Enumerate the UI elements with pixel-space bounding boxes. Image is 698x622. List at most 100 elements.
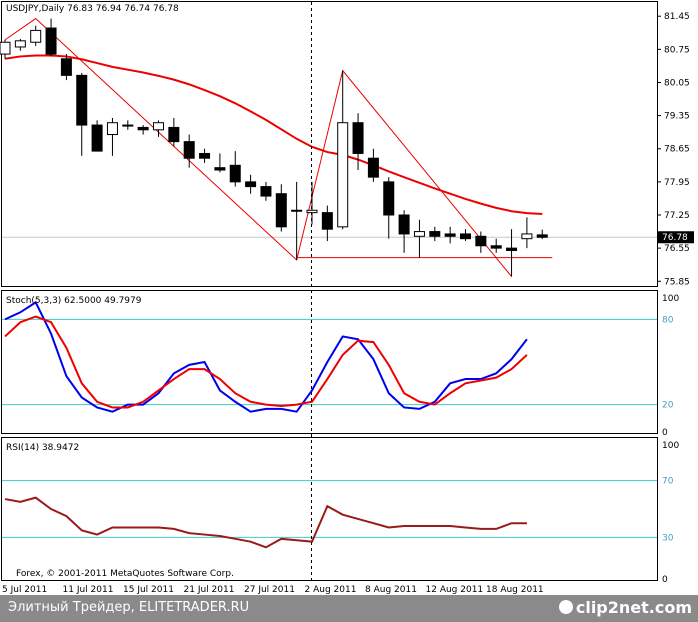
stoch-series-line — [4, 315, 528, 409]
stoch-series-line — [4, 300, 528, 413]
rsi-panel-frame — [1, 437, 658, 581]
clip2net-watermark: clip2net.com — [558, 598, 692, 617]
candle-body — [429, 231, 441, 237]
candle-body — [521, 233, 533, 240]
candle — [490, 238, 502, 253]
candle — [367, 148, 379, 182]
candle-body — [337, 122, 349, 228]
candle — [413, 219, 425, 258]
rsi-level-label: 70 — [662, 477, 674, 487]
chart-area[interactable]: 81.45 80.75 80.05 79.35 78.65 77.95 77.25 76.55… — [0, 0, 698, 595]
date-tick-label: 5 Jul 2011 — [2, 585, 47, 595]
candle-body — [490, 245, 502, 249]
candle — [398, 210, 410, 253]
price-tick-label: 77.25 — [664, 211, 690, 221]
candle — [60, 54, 72, 81]
price-tick-label: 79.35 — [664, 112, 690, 122]
candle-body — [60, 58, 72, 76]
candle-body — [76, 74, 88, 126]
candle-body — [367, 157, 379, 178]
rsi-level-label: 30 — [662, 533, 674, 543]
candle — [0, 39, 11, 59]
date-tick-label: 21 Jul 2011 — [184, 585, 235, 595]
stochastic-chart — [2, 300, 657, 413]
candle — [199, 148, 211, 163]
candle-body — [214, 167, 226, 171]
candle — [521, 217, 533, 249]
footer-bar: Элитный Трейдер, ELITETRADER.RU clip2net… — [0, 595, 698, 622]
candle — [352, 113, 364, 171]
candle — [122, 120, 134, 130]
candle-body — [321, 212, 333, 230]
price-chart-title: USDJPY,Daily 76.83 76.94 76.74 76.78 — [6, 4, 179, 14]
date-tick-label: 11 Jul 2011 — [63, 585, 114, 595]
rsi-chart-title: RSI(14) 38.9472 — [6, 443, 79, 453]
current-price-badge — [658, 231, 694, 244]
candle — [153, 120, 164, 137]
candle — [91, 120, 103, 152]
candle-body — [229, 164, 241, 183]
clip2net-logo-icon — [558, 600, 573, 614]
candle-body — [398, 214, 410, 235]
candle-body — [444, 233, 456, 237]
date-tick-label: 15 Jul 2011 — [123, 585, 174, 595]
candle-body — [260, 186, 272, 197]
candle — [137, 125, 149, 135]
candle — [245, 174, 257, 194]
price-panel-frame — [1, 1, 658, 287]
candle-body — [0, 41, 11, 55]
candle-body — [383, 181, 395, 216]
candle — [214, 153, 226, 173]
date-tick-label: 27 Jul 2011 — [244, 585, 295, 595]
rsi-chart — [2, 480, 657, 549]
watermark-text: clip2net.com — [575, 598, 692, 617]
candle-body — [122, 124, 134, 127]
stoch-axis-max-label: 100 — [662, 294, 679, 304]
stoch-level-label: 20 — [662, 401, 674, 411]
rsi-series-line — [4, 496, 527, 549]
date-tick-label: 12 Aug 2011 — [426, 585, 484, 595]
axes: 81.45 80.75 80.05 79.35 78.65 77.95 77.25 76.55… — [2, 2, 694, 595]
copyright-text: Forex, © 2001-2011 MetaQuotes Software C… — [16, 569, 234, 579]
candle — [506, 229, 518, 277]
candle — [45, 18, 57, 57]
date-tick-label: 8 Aug 2011 — [365, 585, 417, 595]
rsi-axis-min-label: 0 — [662, 575, 668, 585]
price-tick-label: 78.65 — [664, 145, 690, 155]
stoch-axis-min-label: 0 — [662, 428, 668, 438]
candle-body — [413, 231, 425, 237]
stoch-level-label: 80 — [662, 315, 674, 325]
rsi-axis-max-label: 100 — [662, 441, 679, 451]
candle-body — [153, 122, 164, 131]
candle — [291, 181, 303, 260]
candle-body — [30, 29, 42, 43]
candle — [321, 205, 333, 242]
candle-body — [275, 193, 287, 228]
date-tick-label: 18 Aug 2011 — [486, 585, 544, 595]
candle-body — [291, 209, 303, 212]
candle — [275, 184, 287, 232]
price-tick-label: 77.95 — [664, 178, 690, 188]
candle — [106, 117, 118, 156]
candle — [337, 70, 349, 230]
candle-body — [475, 235, 487, 247]
candle-body — [352, 122, 364, 154]
price-tick-label: 75.85 — [664, 277, 690, 287]
price-tick-label: 76.55 — [664, 244, 690, 254]
footer-site-text: Элитный Трейдер, ELITETRADER.RU — [8, 600, 250, 615]
date-tick-label: 2 Aug 2011 — [305, 585, 357, 595]
candle — [383, 177, 395, 239]
candle — [536, 229, 548, 240]
candle-body — [91, 124, 103, 152]
candle — [76, 73, 88, 156]
candle-body — [506, 247, 518, 251]
candle — [183, 134, 195, 168]
candle-body — [137, 126, 149, 131]
candle-body — [460, 233, 471, 240]
price-tick-label: 80.05 — [664, 78, 690, 88]
candle-body — [536, 234, 548, 238]
stoch-chart-title: Stoch(5,3,3) 62.5000 49.7979 — [6, 296, 142, 306]
candle — [475, 231, 487, 253]
stoch-panel-frame — [1, 290, 658, 434]
candle-body — [45, 27, 57, 55]
